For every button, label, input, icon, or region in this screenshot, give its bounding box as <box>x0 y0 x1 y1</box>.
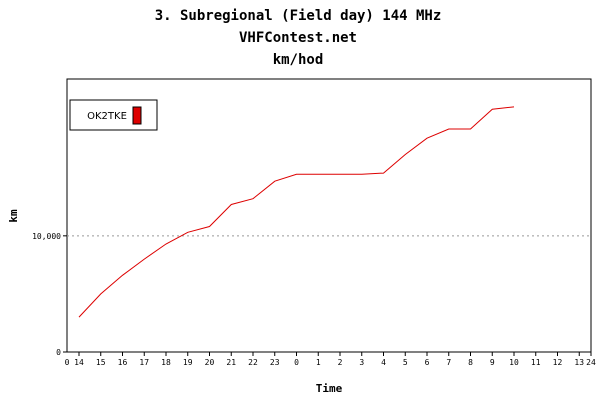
chart-title: 3. Subregional (Field day) 144 MHz <box>155 8 442 24</box>
x-tick-label-9: 23 <box>270 358 280 367</box>
plot-area: 010,000 0 14 15 16 17 18 19 20 21 22 23 0 1 2 3 4 5 6 7 8 9 1… <box>32 78 596 367</box>
x-tick-label-14: 4 <box>381 358 386 367</box>
x-tick-label-18: 8 <box>468 358 473 367</box>
y-axis-label: km <box>7 209 20 223</box>
x-tick-label-12: 2 <box>338 358 343 367</box>
x-tick-label-2: 16 <box>118 358 128 367</box>
x-tick-label-23: 13 <box>574 358 584 367</box>
x-tick-label-4: 18 <box>161 358 171 367</box>
series-line-0 <box>78 106 515 318</box>
x-tick-label-5: 19 <box>183 358 193 367</box>
x-tick-label-1: 15 <box>96 358 106 367</box>
x-tick-label-8: 22 <box>248 358 258 367</box>
x-tick-label-7: 21 <box>226 358 236 367</box>
x-tick-label-11: 1 <box>316 358 321 367</box>
chart-subtitle: VHFContest.net <box>239 30 357 46</box>
x-tick-label-16: 6 <box>425 358 430 367</box>
plot-frame <box>66 78 592 353</box>
x-tick-label-0: 14 <box>74 358 84 367</box>
x-tick-label-origin: 0 <box>65 358 70 367</box>
x-tick-label-22: 12 <box>553 358 563 367</box>
legend-swatch <box>132 106 142 125</box>
y-tick-label-0: 0 <box>56 348 61 357</box>
x-tick-label-19: 9 <box>490 358 495 367</box>
legend-entry-label: OK2TKE <box>87 111 127 122</box>
x-axis-label: Time <box>316 382 343 395</box>
x-tick-label-17: 7 <box>446 358 451 367</box>
x-tick-label-13: 3 <box>359 358 364 367</box>
y-tick-label-1: 10,000 <box>32 232 61 241</box>
x-tick-label-20: 10 <box>509 358 519 367</box>
x-tick-label-3: 17 <box>139 358 149 367</box>
chart-subtitle-unit: km/hod <box>273 52 324 68</box>
legend-box <box>69 99 158 131</box>
series-layer <box>78 106 515 318</box>
x-tick-label-24: 24 <box>586 358 596 367</box>
x-tick-label-6: 20 <box>205 358 215 367</box>
legend: OK2TKE <box>69 99 158 131</box>
y-axis-ticks: 0 10,000 <box>32 232 67 357</box>
x-axis-ticks: 0 14 15 16 17 18 19 20 21 22 23 0 1 2 3 4 5 6 7 8 9 10 11 12 13 2… <box>65 352 596 367</box>
x-tick-label-10: 0 <box>294 358 299 367</box>
x-tick-label-21: 11 <box>531 358 541 367</box>
x-tick-label-15: 5 <box>403 358 408 367</box>
